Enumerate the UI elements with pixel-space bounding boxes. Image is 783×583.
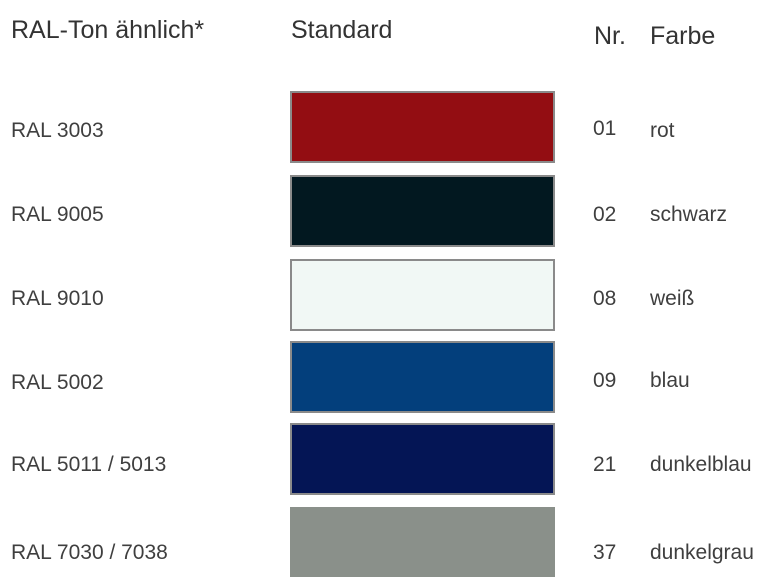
ral-code: RAL 3003 xyxy=(11,119,104,142)
color-swatch-schwarz xyxy=(290,175,555,247)
header-farbe-label: Farbe xyxy=(650,22,716,50)
color-row-dunkelgrau: RAL 7030 / 7038 37 dunkelgrau xyxy=(0,505,783,583)
color-swatch-dunkelgrau xyxy=(290,507,555,577)
header-standard-label: Standard xyxy=(291,16,393,44)
color-row-dunkelblau: RAL 5011 / 5013 21 dunkelblau xyxy=(0,423,783,501)
color-row-weiss: RAL 9010 08 weiß xyxy=(0,259,783,337)
color-number: 21 xyxy=(593,453,617,476)
color-swatch-weiss xyxy=(290,259,555,331)
color-name: rot xyxy=(650,119,675,142)
ral-code: RAL 5011 / 5013 xyxy=(11,453,167,476)
color-name: blau xyxy=(650,369,690,392)
color-swatch-rot xyxy=(290,91,555,163)
color-row-blau: RAL 5002 09 blau xyxy=(0,341,783,419)
ral-code: RAL 9005 xyxy=(11,203,104,226)
color-swatch-blau xyxy=(290,341,555,413)
ral-code: RAL 5002 xyxy=(11,371,104,394)
color-swatch-dunkelblau xyxy=(290,423,555,495)
color-name: weiß xyxy=(650,287,695,310)
color-name: dunkelblau xyxy=(650,453,752,476)
color-number: 08 xyxy=(593,287,617,310)
color-number: 09 xyxy=(593,369,617,392)
ral-code: RAL 7030 / 7038 xyxy=(11,541,168,564)
header-ral-label: RAL-Ton ähnlich* xyxy=(11,16,205,44)
header-nr-label: Nr. xyxy=(594,22,626,50)
color-name: schwarz xyxy=(650,203,728,226)
color-number: 02 xyxy=(593,203,617,226)
color-row-schwarz: RAL 9005 02 schwarz xyxy=(0,175,783,253)
ral-code: RAL 9010 xyxy=(11,287,104,310)
color-name: dunkelgrau xyxy=(650,541,754,564)
color-row-rot: RAL 3003 01 rot xyxy=(0,91,783,169)
color-number: 01 xyxy=(593,117,617,140)
color-number: 37 xyxy=(593,541,617,564)
